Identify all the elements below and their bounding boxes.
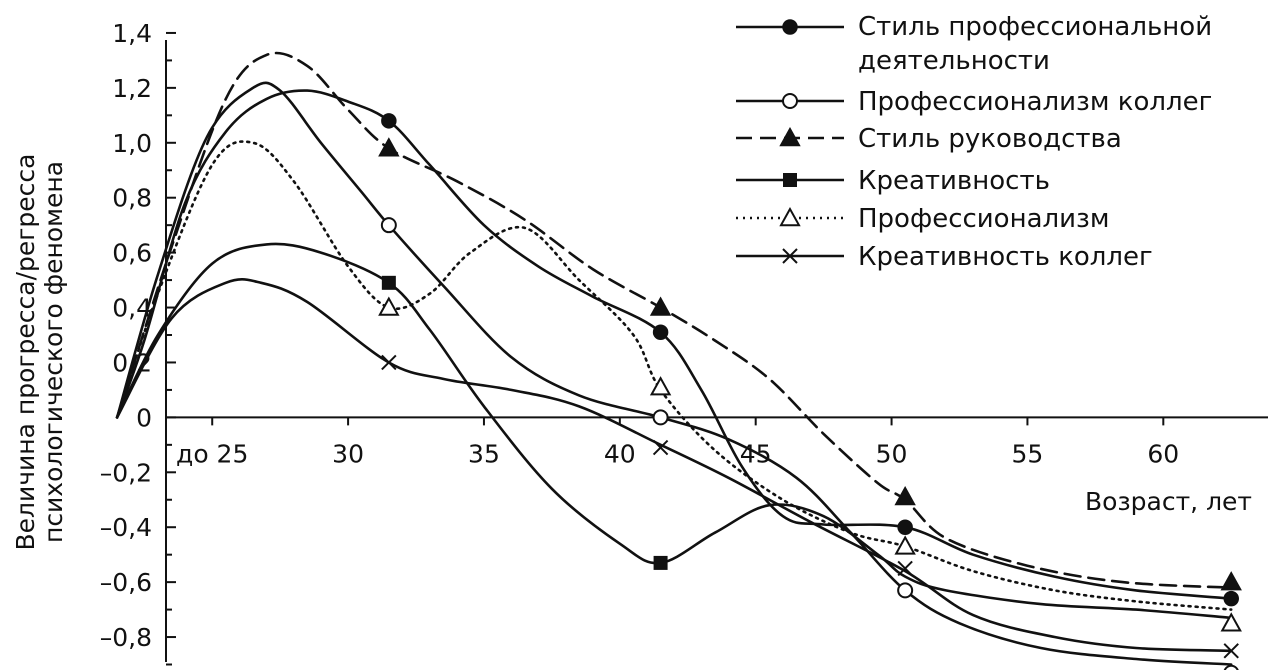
- legend-label-professionalism: Профессионализм: [858, 204, 1109, 234]
- data-point-colleagues-creativity: [381, 354, 397, 371]
- data-point-professionalism: [1220, 612, 1242, 632]
- legend: Стиль профессиональной деятельности Проф…: [736, 12, 1212, 272]
- legend-label-leadership-style: Стиль руководства: [858, 124, 1122, 154]
- cross-stroke: [381, 354, 397, 371]
- y-tick-label: 1,4: [112, 19, 152, 48]
- y-tick-label: –0,6: [100, 568, 152, 597]
- y-axis-title-line-1: Величина прогресса/регресса: [11, 154, 40, 551]
- data-point-colleagues-creativity: [897, 560, 913, 577]
- data-point-leadership-style: [378, 137, 400, 157]
- y-tick-label: 0,6: [112, 239, 152, 268]
- series-line-style-of-activity: [115, 89, 1233, 600]
- data-point-professionalism: [378, 296, 400, 316]
- y-tick-label: 1,0: [112, 129, 152, 158]
- cross-stroke: [652, 439, 669, 456]
- series-lines: [115, 51, 1233, 666]
- legend-marker-colleagues-creativity: [782, 248, 798, 264]
- legend-label-creativity: Креативность: [858, 166, 1050, 196]
- x-tick-label: 40: [604, 439, 636, 468]
- data-point-style-of-activity: [1223, 590, 1239, 607]
- data-point-creativity: [381, 275, 396, 290]
- data-point-professionalism: [649, 376, 672, 396]
- x-tick-label: 55: [1012, 439, 1044, 468]
- y-tick-label: 1,2: [112, 74, 152, 103]
- legend-marker-colleagues-professionalism: [782, 93, 798, 109]
- legend-marker-professionalism: [779, 206, 801, 227]
- y-tick-label: 0: [136, 403, 152, 432]
- x-axis-title: Возраст, лет: [1085, 487, 1252, 516]
- y-axis-title-line-2: психологического феномена: [39, 161, 68, 543]
- y-tick-label: –0,4: [100, 513, 152, 542]
- series-line-professionalism: [115, 140, 1233, 611]
- data-point-colleagues-professionalism: [1223, 664, 1239, 670]
- series-line-creativity: [115, 242, 1233, 620]
- legend-marker-leadership-style: [779, 126, 801, 147]
- data-point-colleagues-professionalism: [380, 217, 397, 234]
- data-point-colleagues-creativity: [652, 439, 669, 456]
- legend-label-colleagues-creativity: Креативность коллег: [858, 242, 1153, 272]
- series-line-colleagues-creativity: [115, 278, 1233, 653]
- x-tick-label: 45: [740, 439, 772, 468]
- data-point-colleagues-creativity: [1223, 643, 1239, 659]
- x-tick-label: до 25: [176, 439, 248, 468]
- legend-label-style-of-activity: Стиль профессиональной: [858, 12, 1212, 42]
- data-point-leadership-style: [1220, 571, 1242, 591]
- data-point-style-of-activity: [652, 324, 669, 341]
- cross-stroke: [782, 248, 798, 264]
- cross-stroke: [897, 560, 913, 577]
- y-tick-label: –0,8: [100, 623, 152, 652]
- data-point-style-of-activity: [381, 113, 397, 129]
- legend-marker-creativity: [783, 173, 797, 187]
- x-tick-label: 35: [468, 439, 500, 468]
- axis-titles: Возраст, лет Величина прогресса/регресса…: [11, 154, 1252, 551]
- data-point-colleagues-professionalism: [652, 409, 669, 426]
- data-point-leadership-style: [649, 296, 672, 316]
- series-markers: [378, 113, 1242, 670]
- y-tick-label: 0,8: [112, 184, 152, 213]
- tick-labels: 1,41,21,00,80,60,40,20–0,2–0,4–0,6–0,8до…: [100, 19, 1179, 652]
- data-point-professionalism: [894, 535, 916, 555]
- x-tick-label: 60: [1147, 439, 1179, 468]
- data-point-leadership-style: [894, 485, 916, 506]
- legend-label-colleagues-professionalism: Профессионализм коллег: [858, 87, 1212, 117]
- y-tick-label: –0,2: [100, 458, 152, 487]
- legend-label-style-of-activity-line-2: деятельности: [858, 46, 1050, 76]
- series-line-colleagues-professionalism: [115, 81, 1233, 666]
- series-line-leadership-style: [115, 51, 1233, 589]
- data-point-creativity: [653, 555, 668, 570]
- data-point-colleagues-professionalism: [897, 582, 914, 599]
- cross-stroke: [1223, 643, 1239, 659]
- data-point-style-of-activity: [897, 519, 913, 535]
- x-tick-label: 50: [876, 439, 908, 468]
- x-tick-label: 30: [332, 439, 364, 468]
- axes: [165, 31, 1268, 666]
- legend-marker-style-of-activity: [782, 19, 798, 35]
